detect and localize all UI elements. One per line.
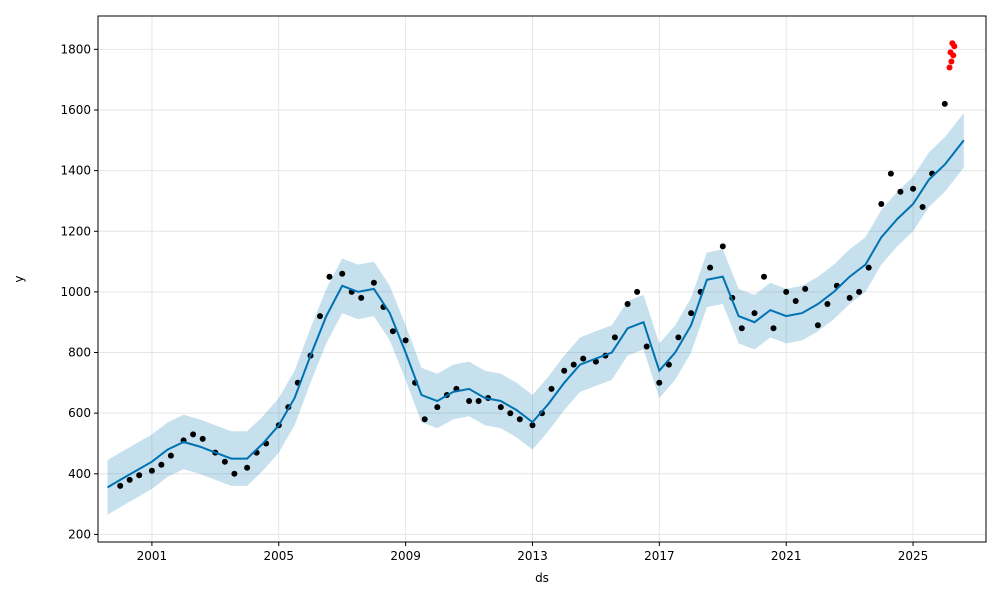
- x-tick-label: 2021: [771, 549, 802, 563]
- observed-point: [529, 422, 536, 429]
- observed-point: [783, 288, 790, 295]
- y-tick-label: 600: [68, 406, 91, 420]
- x-tick-label: 2017: [644, 549, 675, 563]
- recent-point: [948, 58, 955, 65]
- forecast-line-layer: [106, 139, 965, 489]
- observed-point: [167, 452, 174, 459]
- observed-point: [802, 285, 809, 292]
- observed-point: [158, 461, 165, 468]
- observed-point: [507, 410, 514, 417]
- observed-point: [719, 243, 726, 250]
- observed-point: [792, 298, 799, 304]
- y-tick-label: 400: [68, 467, 91, 481]
- observed-point: [856, 288, 863, 295]
- x-tick-label: 2001: [137, 549, 168, 563]
- observed-point: [466, 398, 473, 404]
- observed-point: [317, 313, 323, 320]
- observed-point: [475, 398, 482, 404]
- y-tick-label: 200: [68, 527, 91, 541]
- uncertainty-band-layer: [107, 113, 964, 515]
- observed-point: [887, 170, 894, 177]
- observed-point: [326, 273, 333, 280]
- observed-point: [770, 325, 777, 332]
- observed-point: [824, 301, 831, 307]
- y-tick-label: 1200: [60, 224, 91, 238]
- y-tick-label: 1400: [60, 164, 91, 178]
- observed-point: [865, 264, 872, 271]
- observed-point: [919, 204, 926, 210]
- recent-point: [946, 64, 953, 71]
- observed-point: [738, 325, 745, 332]
- recent-point: [951, 43, 958, 50]
- observed-point: [707, 264, 714, 271]
- observed-point: [231, 470, 238, 477]
- observed-point: [516, 416, 523, 423]
- x-tick-label: 2013: [517, 549, 548, 563]
- observed-point: [190, 431, 197, 438]
- y-tick-label: 1000: [60, 285, 91, 299]
- observed-point: [897, 188, 904, 195]
- observed-point: [878, 201, 885, 207]
- observed-point: [941, 100, 948, 107]
- observed-point: [434, 404, 441, 411]
- observed-point: [370, 279, 377, 286]
- observed-point: [561, 367, 568, 374]
- y-tick-label: 1800: [60, 42, 91, 56]
- observed-point: [643, 343, 650, 350]
- x-tick-label: 2005: [263, 549, 294, 563]
- y-tick-label: 1600: [60, 103, 91, 117]
- observed-point: [624, 301, 631, 307]
- observed-point: [910, 185, 917, 192]
- observed-point: [761, 273, 767, 280]
- observed-point: [199, 435, 206, 442]
- observed-point: [665, 361, 672, 368]
- y-tick-label: 800: [68, 346, 91, 360]
- observed-point: [656, 379, 663, 386]
- plot-area-frame: [97, 15, 987, 543]
- observed-point: [421, 416, 428, 423]
- observed-point: [570, 361, 577, 368]
- observed-point: [751, 310, 758, 317]
- x-tick-label: 2009: [390, 549, 421, 563]
- observed-point: [611, 334, 618, 341]
- observed-point: [358, 294, 365, 301]
- observed-point: [814, 322, 821, 329]
- y-axis-ticks: 200 400 600 800 1000 1200 1400 1600 1800: [60, 42, 98, 541]
- x-tick-label: 2025: [898, 549, 929, 563]
- y-axis-label: y: [12, 275, 26, 282]
- observed-point: [634, 288, 641, 295]
- observed-point: [846, 294, 853, 301]
- observed-point: [126, 476, 133, 483]
- forecast-line: [106, 139, 965, 489]
- observed-point: [148, 467, 155, 474]
- observed-point: [688, 310, 695, 317]
- observed-point: [580, 355, 587, 362]
- x-axis-ticks: 2001 2005 2009 2013 2017 2021 2025: [137, 542, 929, 563]
- recent-point: [950, 52, 957, 59]
- observed-point: [548, 385, 555, 392]
- observed-point: [117, 482, 124, 489]
- recent-points-layer: [946, 40, 958, 71]
- observed-point: [244, 464, 251, 471]
- observed-point: [389, 328, 396, 335]
- observed-point: [221, 458, 228, 465]
- observed-point: [402, 337, 409, 344]
- observed-point: [136, 472, 143, 479]
- x-axis-label: ds: [535, 571, 549, 585]
- observed-point: [675, 334, 682, 341]
- observed-point: [339, 270, 346, 277]
- uncertainty-band: [107, 113, 964, 515]
- observed-point: [497, 404, 504, 411]
